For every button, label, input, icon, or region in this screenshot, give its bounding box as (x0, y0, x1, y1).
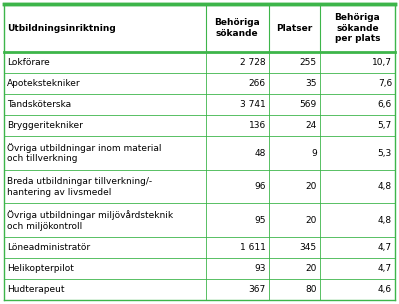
Text: 345: 345 (300, 243, 317, 252)
Text: 7,6: 7,6 (378, 79, 392, 88)
Text: Platser: Platser (276, 24, 312, 33)
Text: 24: 24 (305, 121, 317, 130)
Text: 255: 255 (300, 58, 317, 67)
Text: 266: 266 (249, 79, 266, 88)
Text: 136: 136 (249, 121, 266, 130)
Text: 569: 569 (299, 100, 317, 109)
Text: 35: 35 (305, 79, 317, 88)
Text: Lokförare: Lokförare (7, 58, 50, 67)
Text: 5,3: 5,3 (378, 149, 392, 157)
Text: 93: 93 (254, 264, 266, 273)
Text: Behöriga
sökande: Behöriga sökande (214, 18, 260, 38)
Text: 4,8: 4,8 (378, 216, 392, 225)
Text: Hudterapeut: Hudterapeut (7, 285, 65, 294)
Text: 3 741: 3 741 (240, 100, 266, 109)
Text: Breda utbildningar tillverkning/-
hantering av livsmedel: Breda utbildningar tillverkning/- hanter… (7, 177, 152, 196)
Text: 20: 20 (305, 264, 317, 273)
Text: Tandsköterska: Tandsköterska (7, 100, 71, 109)
Text: 95: 95 (254, 216, 266, 225)
Text: Behöriga
sökande
per plats: Behöriga sökande per plats (334, 13, 380, 43)
Text: Helikopterpilot: Helikopterpilot (7, 264, 74, 273)
Text: 4,7: 4,7 (378, 264, 392, 273)
Text: 1 611: 1 611 (240, 243, 266, 252)
Text: 5,7: 5,7 (378, 121, 392, 130)
Text: Bryggeritekniker: Bryggeritekniker (7, 121, 83, 130)
Text: Löneadministratör: Löneadministratör (7, 243, 90, 252)
Text: Övriga utbildningar miljövårdsteknik
och miljökontroll: Övriga utbildningar miljövårdsteknik och… (7, 210, 173, 230)
Text: 6,6: 6,6 (378, 100, 392, 109)
Text: 4,7: 4,7 (378, 243, 392, 252)
Text: Utbildningsinriktning: Utbildningsinriktning (7, 24, 116, 33)
Text: 96: 96 (254, 182, 266, 191)
Text: 80: 80 (305, 285, 317, 294)
Text: 20: 20 (305, 182, 317, 191)
Text: 367: 367 (249, 285, 266, 294)
Text: Apotekstekniker: Apotekstekniker (7, 79, 81, 88)
Text: 4,6: 4,6 (378, 285, 392, 294)
Text: Övriga utbildningar inom material
och tillverkning: Övriga utbildningar inom material och ti… (7, 143, 162, 163)
Text: 9: 9 (311, 149, 317, 157)
Text: 20: 20 (305, 216, 317, 225)
Text: 48: 48 (255, 149, 266, 157)
Text: 2 728: 2 728 (240, 58, 266, 67)
Text: 4,8: 4,8 (378, 182, 392, 191)
Text: 10,7: 10,7 (372, 58, 392, 67)
